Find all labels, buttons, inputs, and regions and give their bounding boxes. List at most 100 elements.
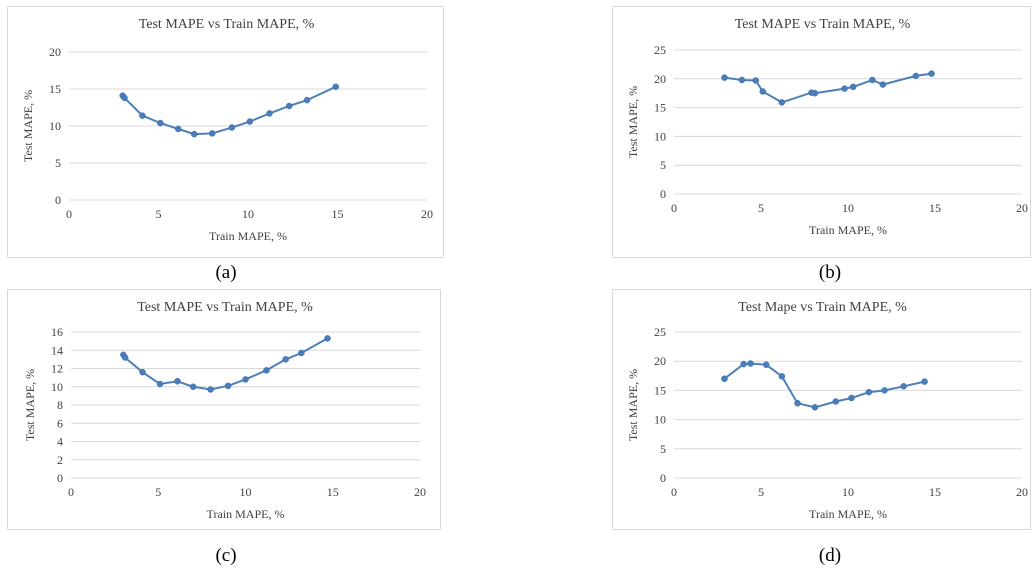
y-tick-label: 8 (57, 398, 63, 412)
data-point (778, 99, 786, 106)
chart-panel-a: Test MAPE vs Train MAPE, % 0 5 10 15 20 0 5 10 15… (7, 6, 444, 258)
data-point (208, 130, 216, 137)
chart-b: Test MAPE vs Train MAPE, % 0 5 10 15 20 25 0 5 10… (626, 17, 1028, 237)
data-point (881, 387, 888, 394)
data-point (139, 368, 146, 376)
chart-panel-b: Test MAPE vs Train MAPE, % 0 5 10 15 20 25 0 5 10… (612, 6, 1031, 258)
data-point (174, 125, 182, 133)
data-point (224, 382, 232, 390)
data-point (762, 361, 770, 368)
y-tick-label: 25 (654, 43, 666, 57)
y-tick-label: 10 (654, 129, 666, 143)
y-axis-label: Test MAPE, % (626, 86, 640, 158)
data-point (139, 112, 146, 119)
data-point (721, 375, 728, 382)
y-tick-label: 0 (660, 187, 666, 201)
data-point (174, 378, 181, 385)
y-axis-label: Test MAPE, % (626, 369, 640, 441)
x-axis-label: Train MAPE, % (809, 507, 887, 521)
x-tick-label: 5 (156, 207, 162, 221)
data-point (282, 356, 289, 363)
chart-title: Test MAPE vs Train MAPE, % (735, 17, 911, 32)
data-point (156, 380, 164, 388)
y-tick-label: 2 (57, 453, 63, 467)
data-point (246, 118, 254, 125)
chart-d: Test Mape vs Train MAPE, % 0 5 10 15 20 25 0 5 10… (626, 300, 1028, 521)
y-tick-label: 5 (55, 156, 61, 170)
y-axis-label: Test MAPE, % (23, 369, 37, 441)
data-point (263, 367, 270, 374)
data-point (747, 360, 754, 367)
data-point (865, 388, 873, 396)
data-point (721, 74, 728, 81)
data-point (298, 349, 305, 357)
caption-a: (a) (215, 262, 237, 283)
y-tick-label: 5 (660, 158, 666, 172)
y-tick-label: 0 (55, 193, 61, 207)
x-tick-label: 5 (758, 201, 764, 215)
x-tick-label: 15 (929, 485, 941, 499)
data-point (841, 85, 848, 92)
x-tick-label: 10 (242, 207, 254, 221)
chart-a: Test MAPE vs Train MAPE, % 0 5 10 15 20 0 5 10 15… (21, 17, 433, 243)
y-tick-label: 25 (654, 325, 666, 339)
chart-title: Test MAPE vs Train MAPE, % (137, 300, 313, 315)
x-tick-label: 20 (414, 485, 426, 499)
data-point (921, 378, 928, 385)
y-tick-label: 15 (49, 82, 61, 96)
caption-d: (d) (818, 545, 842, 566)
data-point (848, 394, 855, 402)
data-point (740, 360, 747, 368)
data-point (869, 76, 876, 84)
x-axis-label: Train MAPE, % (209, 229, 287, 243)
x-tick-label: 0 (66, 207, 72, 221)
data-point (324, 335, 331, 342)
x-tick-label: 5 (758, 485, 764, 499)
y-tick-label: 20 (654, 72, 666, 86)
x-tick-label: 10 (240, 485, 252, 499)
y-tick-label: 10 (51, 380, 63, 394)
y-tick-label: 10 (654, 413, 666, 427)
data-point (900, 383, 907, 390)
chart-panel-c: Test MAPE vs Train MAPE, % 0 2 4 6 8 10 12 14 16 0… (7, 289, 441, 530)
data-point (832, 398, 840, 405)
data-point (121, 94, 128, 102)
data-point (332, 83, 339, 91)
y-tick-label: 14 (51, 343, 63, 357)
chart-title: Test Mape vs Train MAPE, % (738, 300, 907, 315)
data-point (189, 383, 197, 390)
y-tick-label: 6 (57, 416, 63, 430)
x-tick-label: 20 (421, 207, 433, 221)
y-tick-label: 15 (654, 101, 666, 115)
data-point (752, 77, 760, 84)
x-tick-label: 0 (68, 485, 74, 499)
x-tick-label: 15 (327, 485, 339, 499)
x-tick-label: 20 (1016, 201, 1028, 215)
y-tick-label: 15 (654, 383, 666, 397)
series-line (723, 362, 925, 409)
data-point (207, 386, 214, 393)
x-axis-label: Train MAPE, % (809, 223, 887, 237)
data-point (811, 89, 819, 97)
data-point (759, 88, 766, 95)
y-tick-label: 4 (57, 435, 63, 449)
y-tick-label: 0 (57, 471, 63, 485)
y-tick-label: 5 (660, 442, 666, 456)
data-point (228, 124, 236, 131)
series-line (122, 337, 328, 391)
y-tick-label: 20 (654, 354, 666, 368)
data-point (191, 130, 198, 138)
data-point (285, 102, 293, 110)
data-point (778, 373, 786, 380)
data-point (928, 70, 935, 77)
data-point (121, 354, 129, 361)
data-point (879, 81, 887, 88)
x-tick-label: 15 (929, 201, 941, 215)
chart-c: Test MAPE vs Train MAPE, % 0 2 4 6 8 10 12 14 16 0… (23, 300, 426, 521)
data-point (811, 404, 819, 411)
x-tick-label: 0 (671, 201, 677, 215)
caption-b: (b) (818, 262, 842, 283)
x-tick-label: 10 (842, 485, 854, 499)
y-tick-label: 16 (51, 325, 63, 339)
caption-c: (c) (215, 545, 237, 566)
